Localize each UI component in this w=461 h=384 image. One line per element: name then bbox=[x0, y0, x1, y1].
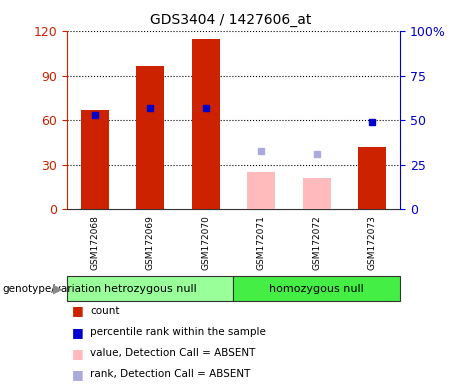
Bar bbox=[192, 39, 219, 209]
Text: ■: ■ bbox=[71, 368, 83, 381]
Text: hetrozygous null: hetrozygous null bbox=[104, 284, 196, 294]
Bar bbox=[248, 172, 275, 209]
Text: GSM172069: GSM172069 bbox=[146, 215, 155, 270]
Text: homozygous null: homozygous null bbox=[269, 284, 364, 294]
Text: ■: ■ bbox=[71, 326, 83, 339]
Bar bbox=[67, 276, 233, 301]
Text: ■: ■ bbox=[71, 305, 83, 318]
Text: genotype/variation: genotype/variation bbox=[2, 284, 101, 294]
Bar bbox=[303, 178, 331, 209]
Text: GSM172068: GSM172068 bbox=[90, 215, 99, 270]
Text: GSM172071: GSM172071 bbox=[257, 215, 266, 270]
Text: GSM172072: GSM172072 bbox=[312, 215, 321, 270]
Text: value, Detection Call = ABSENT: value, Detection Call = ABSENT bbox=[90, 348, 255, 358]
Bar bbox=[136, 66, 164, 209]
Text: ■: ■ bbox=[71, 347, 83, 360]
Text: percentile rank within the sample: percentile rank within the sample bbox=[90, 327, 266, 337]
Text: ▶: ▶ bbox=[53, 283, 62, 295]
Text: GDS3404 / 1427606_at: GDS3404 / 1427606_at bbox=[150, 13, 311, 27]
Text: count: count bbox=[90, 306, 119, 316]
Text: GSM172073: GSM172073 bbox=[368, 215, 377, 270]
Text: rank, Detection Call = ABSENT: rank, Detection Call = ABSENT bbox=[90, 369, 250, 379]
Bar bbox=[81, 110, 108, 209]
Bar bbox=[359, 147, 386, 209]
Text: GSM172070: GSM172070 bbox=[201, 215, 210, 270]
Bar bbox=[233, 276, 400, 301]
